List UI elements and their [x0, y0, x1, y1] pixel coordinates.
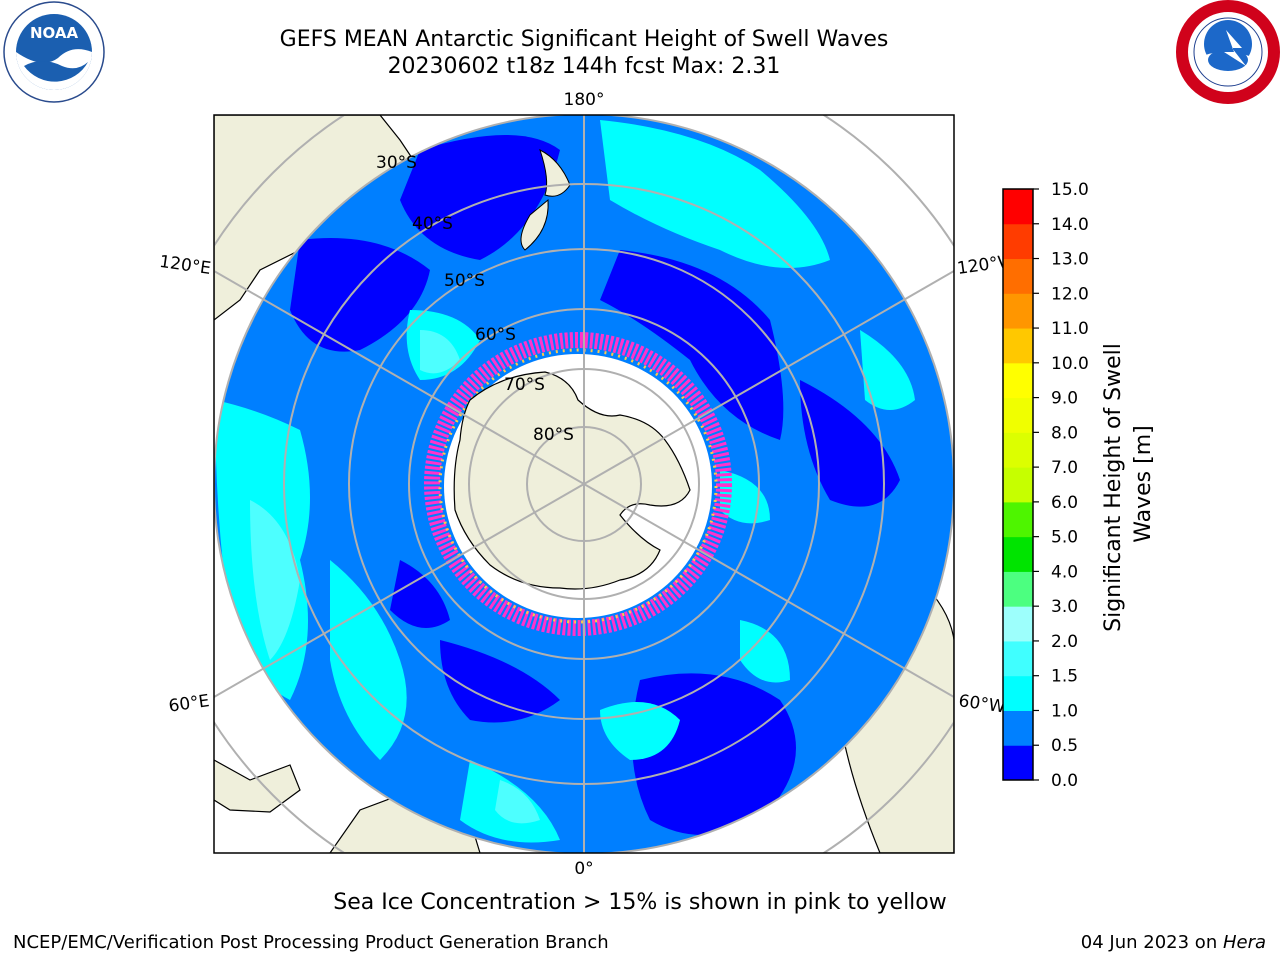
colorbar-tick-label: 5.0: [1051, 528, 1078, 548]
colorbar-tick-label: 13.0: [1051, 250, 1089, 270]
colorbar-tick-label: 10.0: [1051, 354, 1089, 374]
sea-ice-ring: [424, 332, 732, 636]
colorbar-tick-label: 7.0: [1051, 458, 1078, 478]
colorbar-segment: [1003, 745, 1033, 781]
lon-label-bottom: 0°: [574, 859, 593, 879]
lat-label-50s: 50°S: [444, 271, 485, 291]
colorbar-segment: [1003, 293, 1033, 329]
lat-label-80s: 80°S: [533, 425, 574, 445]
new-zealand: [520, 149, 571, 251]
noaa-logo-text: NOAA: [30, 24, 79, 42]
colorbar-segment: [1003, 675, 1033, 711]
lat-label-60s: 60°S: [475, 325, 516, 345]
colorbar-tick-label: 4.0: [1051, 562, 1078, 582]
colorbar-tick-label: 2.0: [1051, 632, 1078, 652]
colorbar-tick-label: 3.0: [1051, 597, 1078, 617]
colorbar-tick-label: 6.0: [1051, 493, 1078, 513]
footer-host: Hera: [1222, 932, 1266, 953]
nws-logo-icon: [1176, 0, 1280, 104]
lon-label-lower-right: 60°W: [957, 691, 1006, 717]
colorbar-segment: [1003, 189, 1033, 225]
colorbar-frame: [1002, 188, 1034, 781]
footer-credit: NCEP/EMC/Verification Post Processing Pr…: [13, 932, 609, 953]
lon-label-upper-left: 120°E: [158, 252, 212, 279]
colorbar-segment: [1003, 467, 1033, 503]
map-frame: [213, 114, 955, 854]
colorbar-segment: [1003, 328, 1033, 364]
colorbar-segment: [1003, 397, 1033, 433]
lon-label-lower-left: 60°E: [167, 691, 210, 716]
noaa-logo-icon: NOAA: [3, 1, 105, 103]
colorbar-segment: [1003, 223, 1033, 260]
colorbar-segment: [1003, 606, 1033, 642]
colorbar: [1003, 189, 1033, 781]
lon-label-top: 180°: [564, 90, 605, 110]
colorbar-segment: [1003, 536, 1033, 572]
colorbar-label: Significant Height of Swell Waves [m]: [1101, 336, 1156, 632]
colorbar-segment: [1003, 501, 1033, 538]
colorbar-tick-label: 15.0: [1051, 180, 1089, 200]
graticule: [214, 115, 954, 853]
lat-label-70s: 70°S: [504, 375, 545, 395]
chart-subtitle: 20230602 t18z 144h fcst Max: 2.31: [387, 54, 781, 79]
colorbar-segment: [1003, 258, 1033, 294]
colorbar-segment: [1003, 640, 1033, 677]
colorbar-segment: [1003, 362, 1033, 399]
footer-date: 04 Jun 2023 on Hera: [1081, 932, 1266, 953]
chart-title: GEFS MEAN Antarctic Significant Height o…: [279, 27, 889, 52]
colorbar-segment: [1003, 710, 1033, 746]
colorbar-tick-label: 1.0: [1051, 701, 1078, 721]
colorbar-tick-label: 11.0: [1051, 319, 1089, 339]
colorbar-tick-label: 8.0: [1051, 423, 1078, 443]
higher-swell-regions: [250, 330, 540, 824]
lat-label-30s: 30°S: [376, 153, 417, 173]
lat-label-40s: 40°S: [412, 214, 453, 234]
colorbar-segment: [1003, 571, 1033, 607]
colorbar-ticks: 0.0 0.5 1.0 1.5 2.0 3.0 4.0 5.0 6.0 7.0 8.0 9.0 10.0…: [1033, 180, 1089, 791]
colorbar-tick-label: 14.0: [1051, 215, 1089, 235]
footer-date-text: 04 Jun 2023 on: [1080, 932, 1223, 953]
colorbar-tick-label: 0.5: [1051, 736, 1078, 756]
colorbar-segment: [1003, 432, 1033, 468]
sea-ice-caption: Sea Ice Concentration > 15% is shown in …: [333, 890, 947, 915]
colorbar-tick-label: 0.0: [1051, 771, 1078, 791]
colorbar-tick-label: 1.5: [1051, 667, 1078, 687]
colorbar-tick-label: 12.0: [1051, 284, 1089, 304]
colorbar-tick-label: 9.0: [1051, 389, 1078, 409]
